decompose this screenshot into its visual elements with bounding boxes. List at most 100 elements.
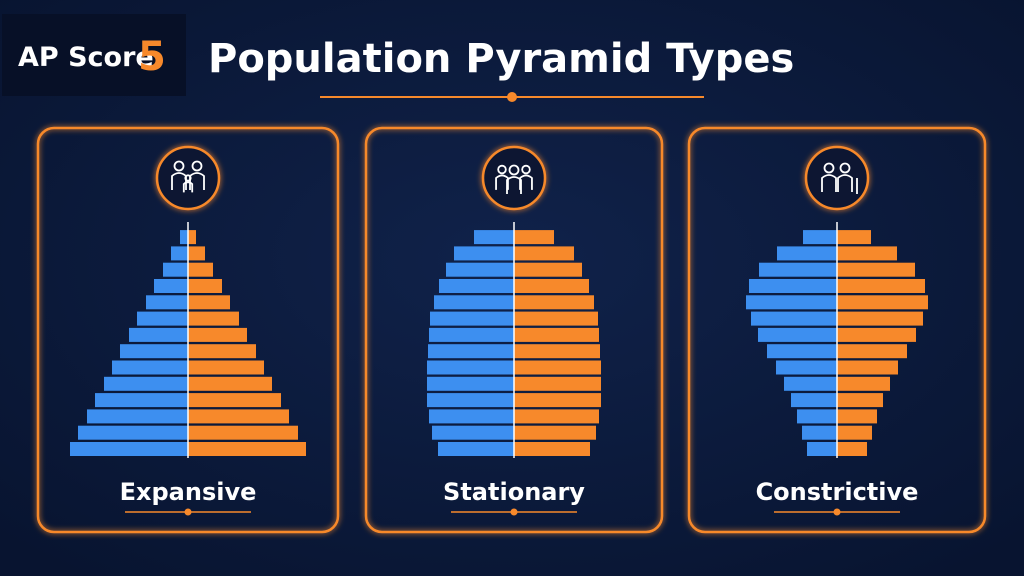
bar-left: [137, 311, 188, 326]
bar-right: [188, 425, 298, 440]
bar-right: [514, 425, 596, 440]
pyramid-panel: Expansive: [36, 126, 340, 534]
bar-right: [514, 311, 598, 326]
panel-title: Stationary: [443, 478, 585, 506]
icon-body: [495, 174, 509, 190]
bar-right: [188, 230, 196, 245]
bar-right: [188, 279, 222, 293]
bar-left: [776, 360, 837, 375]
underline-dot: [507, 92, 517, 102]
pyramid-panel: Constrictive: [687, 126, 987, 534]
bar-left: [784, 376, 837, 391]
icon-ring: [804, 145, 870, 211]
icon-ring: [155, 145, 221, 211]
bar-left: [802, 425, 837, 440]
icon-body: [519, 174, 533, 190]
bar-right: [514, 327, 599, 342]
bar-right: [188, 295, 230, 310]
bar-left: [803, 230, 837, 245]
bar-left: [180, 230, 188, 245]
panel-title: Expansive: [120, 478, 257, 506]
panel-title: Constrictive: [756, 478, 919, 506]
icon-ring: [481, 145, 547, 211]
bar-right: [188, 327, 247, 342]
bar-right: [837, 425, 872, 440]
bar-left: [439, 279, 514, 293]
bar-left: [474, 230, 514, 245]
icon-body: [506, 176, 522, 194]
icon-head: [191, 160, 203, 172]
bar-right: [837, 311, 923, 326]
bar-right: [837, 262, 915, 277]
page-title: Population Pyramid Types: [208, 36, 794, 82]
icon-head: [184, 174, 192, 182]
bar-right: [188, 246, 205, 261]
bar-left: [95, 393, 188, 408]
icon-body: [182, 181, 194, 193]
bar-left: [120, 344, 188, 359]
bar-left: [454, 246, 514, 261]
bar-left: [427, 376, 514, 391]
bar-right: [514, 360, 601, 375]
bar-left: [432, 425, 514, 440]
bar-right: [514, 409, 599, 424]
bar-left: [446, 262, 514, 277]
bar-right: [514, 344, 600, 359]
icon-body: [837, 174, 853, 192]
bar-right: [514, 230, 554, 245]
bar-right: [188, 311, 239, 326]
icon-head: [173, 160, 185, 172]
bar-right: [514, 295, 594, 310]
bar-left: [154, 279, 188, 293]
bar-left: [759, 262, 837, 277]
bar-left: [767, 344, 837, 359]
bar-left: [807, 442, 837, 456]
icon-head: [497, 164, 507, 175]
bar-right: [837, 442, 867, 456]
bar-right: [514, 262, 582, 277]
bar-right: [837, 327, 916, 342]
bar-left: [777, 246, 837, 261]
bar-right: [514, 393, 601, 408]
bar-left: [429, 327, 514, 342]
bar-right: [514, 246, 574, 261]
bar-left: [171, 246, 188, 261]
pyramid-panel: Stationary: [364, 126, 664, 534]
bar-left: [434, 295, 514, 310]
bar-right: [188, 344, 256, 359]
bar-left: [438, 442, 514, 456]
bar-left: [429, 409, 514, 424]
icon-head: [521, 164, 531, 175]
bar-right: [188, 442, 306, 456]
logo-box: [2, 14, 186, 96]
bar-right: [837, 376, 890, 391]
bar-left: [104, 376, 188, 391]
panel-frame: [687, 126, 987, 534]
bar-right: [837, 246, 897, 261]
bar-right: [837, 295, 928, 310]
bar-left: [758, 327, 837, 342]
bar-right: [514, 376, 601, 391]
logo-text: AP Score: [18, 42, 154, 73]
bar-left: [427, 393, 514, 408]
bar-left: [70, 442, 188, 456]
bar-left: [87, 409, 188, 424]
bar-left: [797, 409, 837, 424]
bar-right: [188, 393, 281, 408]
panel-frame: [36, 126, 340, 534]
icon-body: [821, 174, 837, 192]
bar-left: [428, 344, 514, 359]
bar-left: [746, 295, 837, 310]
icon-head: [508, 164, 520, 176]
panel-underline-dot: [510, 508, 518, 516]
bar-right: [188, 409, 289, 424]
icon-head: [839, 162, 851, 174]
panel-underline-dot: [184, 508, 192, 516]
bar-right: [837, 279, 925, 293]
bar-left: [112, 360, 188, 375]
bar-left: [791, 393, 837, 408]
bar-right: [188, 262, 213, 277]
bar-right: [837, 230, 871, 245]
bar-left: [163, 262, 188, 277]
